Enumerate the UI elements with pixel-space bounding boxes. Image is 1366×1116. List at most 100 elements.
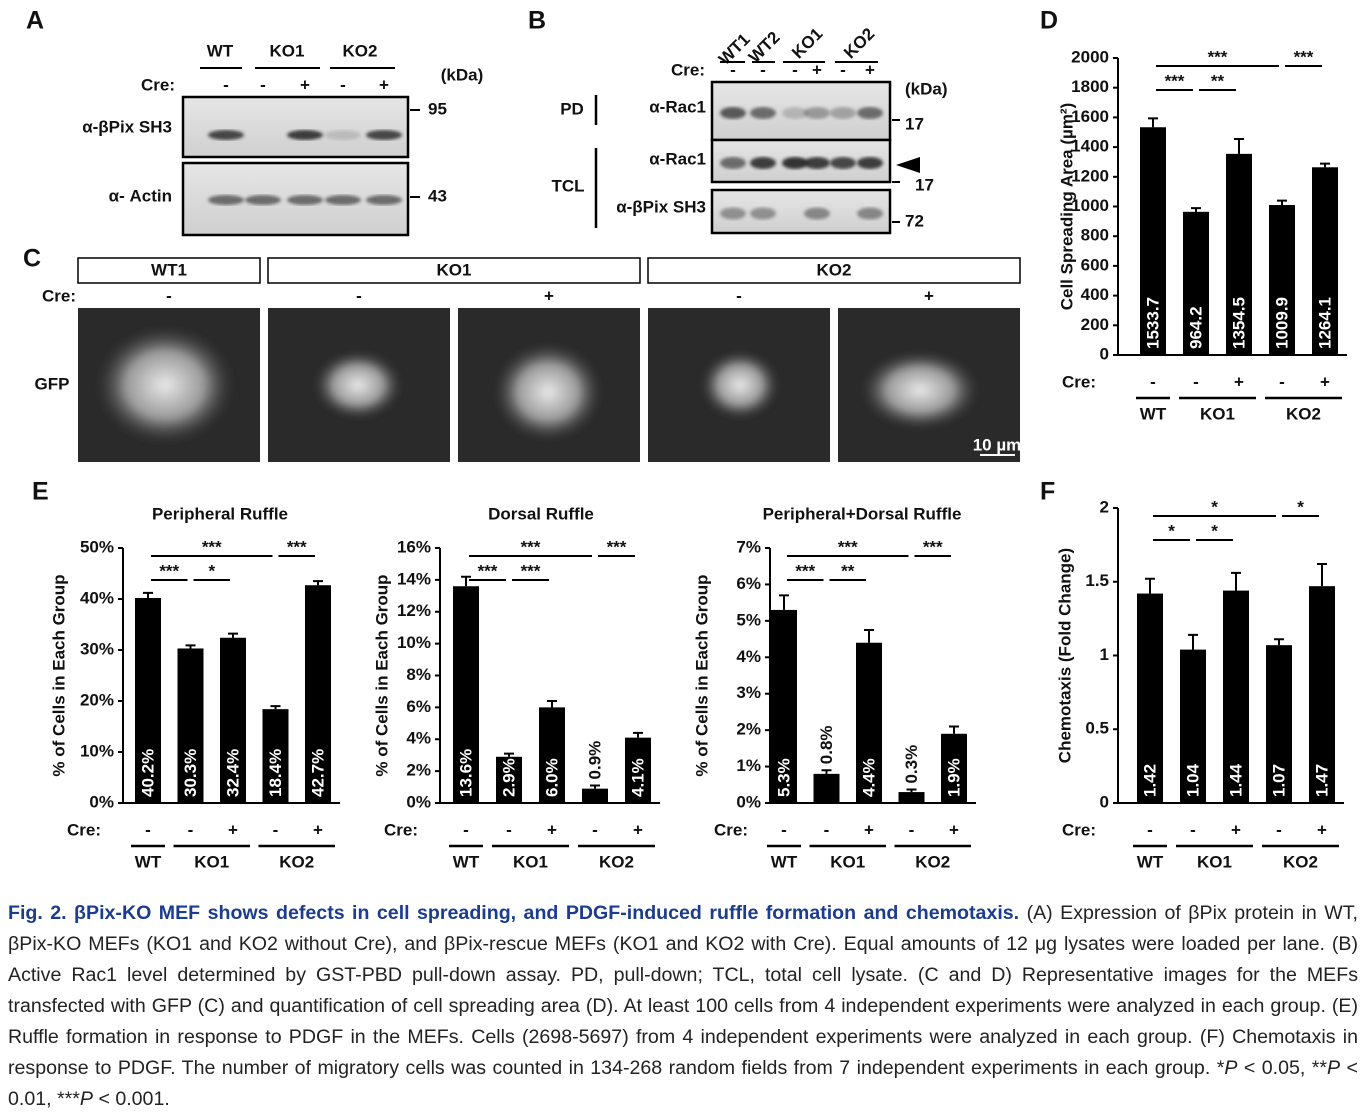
- y-tick-label: 4%: [406, 729, 431, 748]
- y-tick-label: 2: [1100, 497, 1109, 516]
- y-tick-label: 1800: [1071, 77, 1109, 96]
- value-label: 6.0%: [542, 758, 561, 797]
- cre-sign: -: [166, 286, 172, 305]
- y-tick-label: 20%: [80, 690, 114, 709]
- bar: [496, 756, 522, 803]
- significance-label: ***: [838, 537, 858, 556]
- value-label: 964.2: [1186, 306, 1205, 349]
- cell: [493, 342, 603, 442]
- error-bar: [906, 788, 917, 793]
- marker-label: 95: [428, 99, 447, 118]
- cre-sign: -: [736, 286, 742, 305]
- bar: [582, 788, 608, 803]
- cre-sign: +: [1231, 820, 1241, 839]
- caption-sig: < 0.001.: [98, 1088, 170, 1110]
- caption-body: (A) Expression of βPix protein in WT, βP…: [8, 902, 1358, 1079]
- y-tick-label: 2%: [736, 720, 761, 739]
- band: [287, 130, 323, 140]
- y-tick-label: 5%: [736, 610, 761, 629]
- band: [782, 157, 808, 169]
- y-tick-label: 6%: [406, 697, 431, 716]
- antibody-label: α- Actin: [109, 186, 172, 205]
- cre-sign: +: [924, 286, 934, 305]
- marker-label: 17: [905, 114, 924, 133]
- cre-sign: -: [1279, 372, 1285, 391]
- cre-sign: -: [1193, 372, 1199, 391]
- y-tick-label: 8%: [406, 665, 431, 684]
- value-label: 1.9%: [944, 758, 963, 797]
- channel-label: GFP: [35, 374, 70, 393]
- y-tick-label: 600: [1081, 255, 1109, 274]
- group-label: PD: [560, 99, 584, 118]
- error-bar: [1317, 563, 1327, 587]
- unit-label: (kDa): [441, 65, 484, 84]
- panel-label: C: [23, 245, 41, 273]
- value-label: 1264.1: [1315, 297, 1334, 349]
- marker-label: 17: [915, 175, 934, 194]
- y-axis-title: Cell Spreading Area (µm²): [1057, 103, 1076, 311]
- error-bar: [779, 594, 789, 610]
- y-tick-label: 1200: [1071, 166, 1109, 185]
- unit-label: (kDa): [905, 79, 948, 98]
- significance-label: *: [1211, 521, 1218, 540]
- cre-sign: +: [812, 60, 822, 79]
- cre-sign: -: [909, 820, 915, 839]
- cre-sign: +: [544, 286, 554, 305]
- band: [245, 195, 281, 205]
- band: [720, 107, 746, 119]
- chart-title: Peripheral Ruffle: [152, 504, 288, 523]
- value-label: 30.3%: [181, 749, 200, 797]
- caption: Fig. 2. βPix-KO MEF shows defects in cel…: [8, 898, 1358, 1115]
- panel-label: E: [32, 478, 49, 506]
- y-tick-label: 0.5: [1085, 719, 1109, 738]
- y-tick-label: 16%: [397, 537, 431, 556]
- group-label: WT: [1137, 852, 1164, 871]
- error-bar: [1145, 577, 1155, 594]
- bar: [305, 585, 331, 803]
- error-bar: [1188, 633, 1198, 650]
- y-tick-label: 14%: [397, 569, 431, 588]
- cre-sign: -: [1276, 820, 1282, 839]
- band: [366, 195, 402, 205]
- cre-sign: -: [781, 820, 787, 839]
- cre-sign: -: [273, 820, 279, 839]
- antibody-label: α-βPix SH3: [82, 117, 172, 136]
- value-label: 1354.5: [1229, 297, 1248, 349]
- cre-sign: -: [145, 820, 151, 839]
- blot: [181, 95, 410, 159]
- value-label: 13.6%: [456, 749, 475, 797]
- cre-sign: +: [313, 820, 323, 839]
- significance-label: ***: [159, 561, 179, 580]
- band: [287, 195, 323, 205]
- group-label: KO2: [915, 852, 950, 871]
- genotype-label: KO1: [270, 41, 305, 60]
- y-tick-label: 2%: [406, 761, 431, 780]
- value-label: 4.4%: [859, 758, 878, 797]
- value-label: 1.44: [1226, 763, 1245, 797]
- group-label: WT: [1140, 404, 1167, 423]
- genotype-label: KO2: [343, 41, 378, 60]
- significance-label: ***: [607, 537, 627, 556]
- caption-title: Fig. 2. βPix-KO MEF shows defects in cel…: [8, 902, 1020, 924]
- group-label: WT: [135, 852, 162, 871]
- significance-label: ***: [521, 561, 541, 580]
- significance-label: ***: [1294, 47, 1314, 66]
- caption-p: P: [1224, 1057, 1238, 1079]
- value-label: 40.2%: [138, 749, 157, 797]
- bar: [220, 637, 246, 803]
- significance-label: ***: [287, 537, 307, 556]
- bar: [1180, 649, 1206, 803]
- cre-sign: -: [792, 60, 798, 79]
- caption-p: P: [1327, 1057, 1341, 1079]
- error-bar: [1320, 162, 1330, 168]
- significance-label: *: [1297, 497, 1304, 516]
- y-tick-label: 40%: [80, 588, 114, 607]
- value-label: 4.1%: [628, 758, 647, 797]
- value-label: 32.4%: [223, 749, 242, 797]
- group-label: WT: [453, 852, 480, 871]
- group-label: TCL: [551, 176, 584, 195]
- caption-sig: *: [1216, 1057, 1225, 1079]
- group-label: WT: [771, 852, 798, 871]
- value-label: 1.07: [1269, 764, 1288, 797]
